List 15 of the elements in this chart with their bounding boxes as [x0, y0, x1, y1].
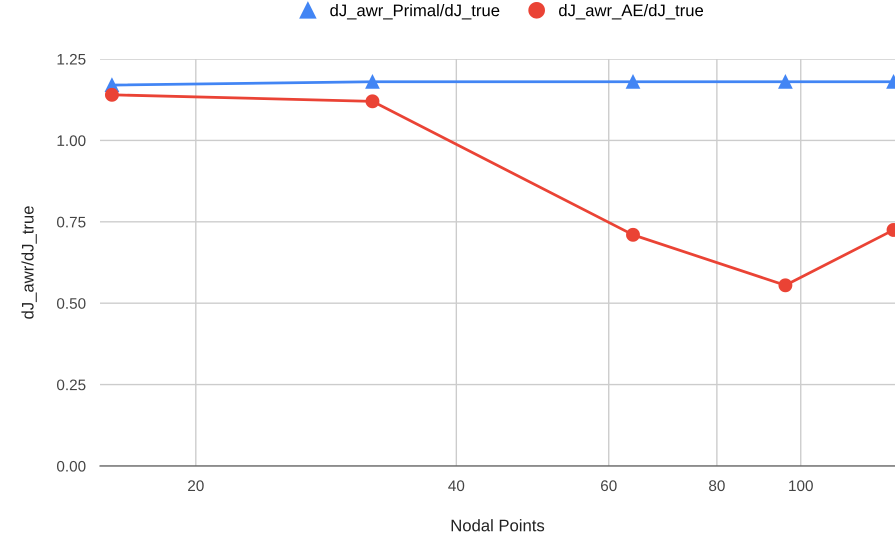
x-tick-label: 100 [789, 480, 813, 492]
x-tick-label: 60 [601, 480, 617, 492]
x-tick-label: 20 [188, 480, 204, 492]
x-axis-title: Nodal Points [452, 519, 544, 532]
y-tick-label: 0.00 [56, 460, 86, 472]
y-tick-label: 1.00 [58, 135, 86, 146]
legend-label: dJ_awr_Primal/dJ_true [330, 4, 500, 20]
y-axis-title: dJ_awr/dJ_true [21, 206, 37, 319]
y-tick-label: 1.25 [58, 54, 86, 65]
y-tick-label: 0.50 [56, 298, 86, 309]
x-tick-label: 40 [448, 480, 464, 492]
x-tick-label: 80 [709, 480, 725, 492]
y-tick-label: 0.25 [56, 379, 86, 390]
legend-label: dJ_awr_AE/dJ_true [559, 4, 704, 20]
y-tick-label: 0.75 [56, 216, 86, 228]
